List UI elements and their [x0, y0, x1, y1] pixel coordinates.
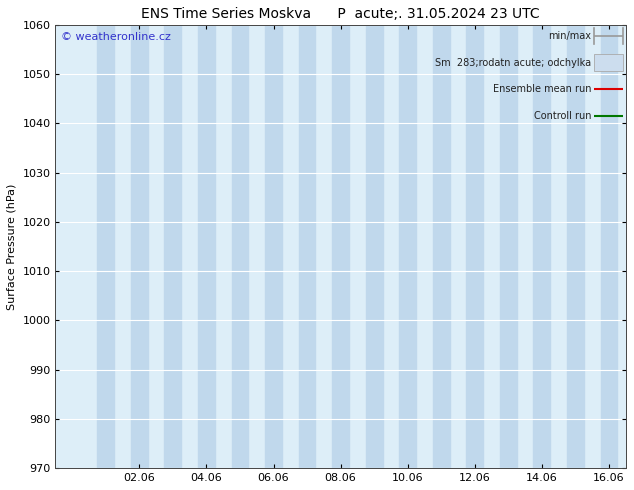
Bar [299, 25, 316, 468]
Bar [98, 25, 114, 468]
Bar [600, 25, 618, 468]
Title: ENS Time Series Moskva      P  acute;. 31.05.2024 23 UTC: ENS Time Series Moskva P acute;. 31.05.2… [141, 7, 540, 21]
FancyBboxPatch shape [594, 54, 623, 71]
Bar [366, 25, 382, 468]
Bar [500, 25, 517, 468]
Bar [198, 25, 215, 468]
Y-axis label: Surface Pressure (hPa): Surface Pressure (hPa) [7, 183, 17, 310]
Bar [131, 25, 148, 468]
Bar [567, 25, 584, 468]
Bar [332, 25, 349, 468]
Text: Controll run: Controll run [534, 111, 592, 121]
Bar [231, 25, 249, 468]
Bar [467, 25, 483, 468]
Text: © weatheronline.cz: © weatheronline.cz [61, 31, 171, 42]
Bar [533, 25, 550, 468]
Bar [433, 25, 450, 468]
Bar [164, 25, 181, 468]
Text: min/max: min/max [548, 31, 592, 41]
Text: Sm  283;rodatn acute; odchylka: Sm 283;rodatn acute; odchylka [436, 57, 592, 68]
Bar [265, 25, 282, 468]
Bar [399, 25, 416, 468]
Text: Ensemble mean run: Ensemble mean run [493, 84, 592, 94]
